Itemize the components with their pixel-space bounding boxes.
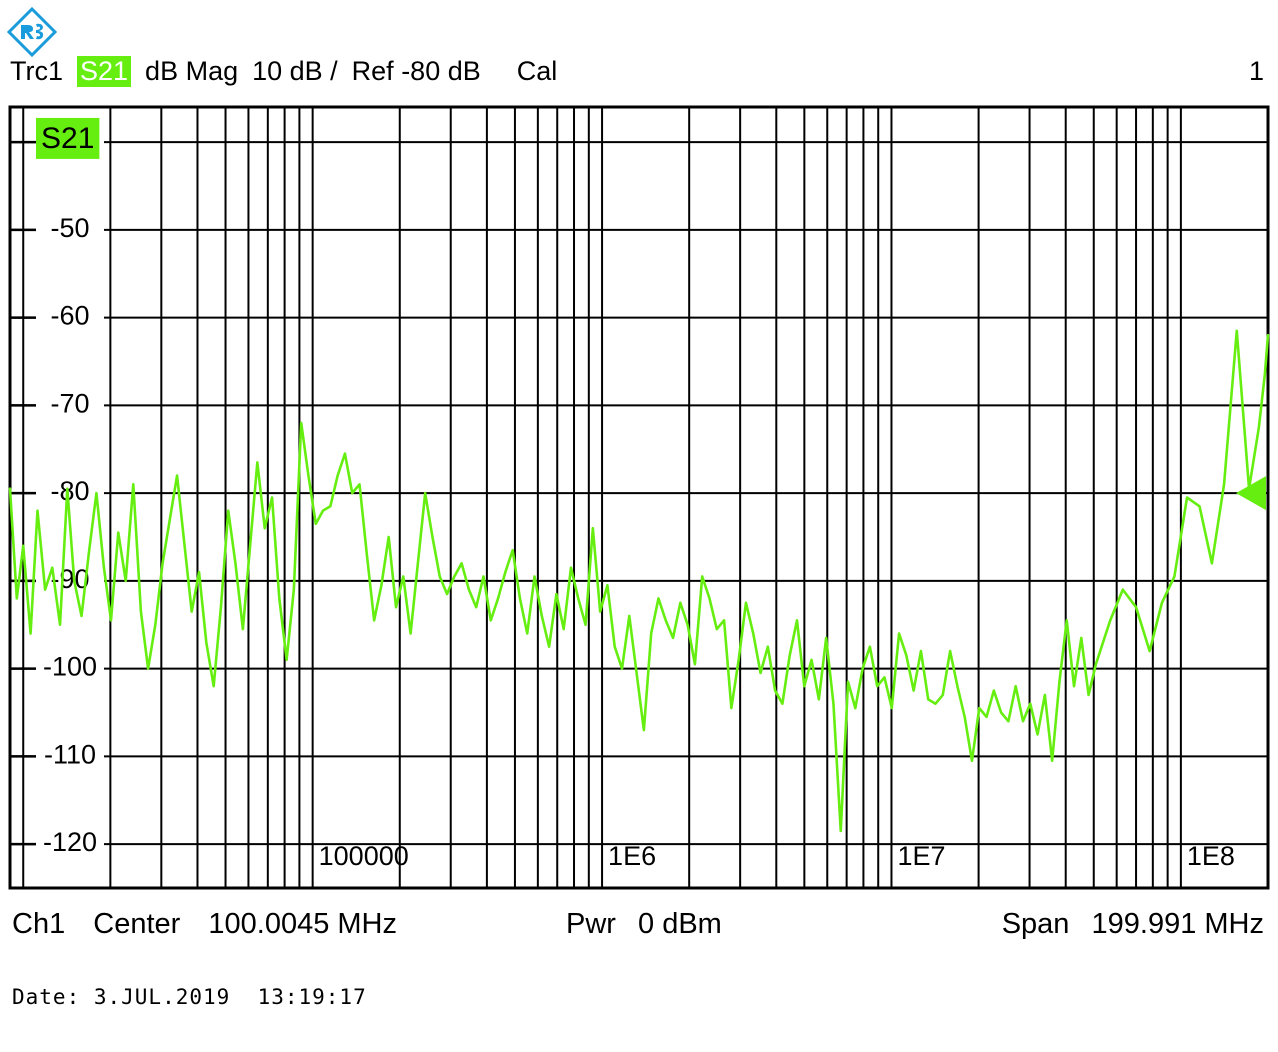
- power-value[interactable]: 0 dBm: [638, 908, 722, 940]
- y-tick-label: -90: [50, 564, 89, 594]
- horizontal-gridlines: [10, 140, 1268, 846]
- x-tick-label: 1E7: [897, 841, 945, 871]
- trace-s21[interactable]: [8, 329, 1270, 833]
- center-frequency-value[interactable]: 100.0045 MHz: [208, 908, 397, 940]
- trace-badge[interactable]: S21: [36, 117, 100, 159]
- y-tick-label: -100: [43, 652, 97, 682]
- y-tick-label: -110: [44, 739, 96, 769]
- s-parameter-plot[interactable]: -40-50-60-70-80-90-100-110-120 1000001E6…: [0, 100, 1278, 900]
- status-right-group: Span 199.991 MHz: [1002, 908, 1264, 941]
- status-bar: Ch1 Center 100.0045 MHz Pwr 0 dBm Span 1…: [0, 908, 1278, 952]
- trace-scale-label[interactable]: 10 dB /: [252, 55, 338, 86]
- status-left-group: Ch1 Center 100.0045 MHz: [12, 908, 397, 941]
- date-time-footer: Date: 3.JUL.2019 13:19:17: [12, 985, 367, 1009]
- vertical-gridlines: [22, 107, 1182, 888]
- status-center-group: Pwr 0 dBm: [566, 908, 722, 941]
- y-axis-tick-labels: -40-50-60-70-80-90-100-110-120: [36, 125, 104, 860]
- y-tick-label: -50: [50, 213, 89, 243]
- trace-header: Trc1 S21 dB Mag 10 dB / Ref -80 dB Cal: [10, 54, 557, 88]
- trace-badge-label: S21: [41, 122, 94, 155]
- center-label: Center: [93, 908, 181, 940]
- trace-format-label[interactable]: dB Mag: [145, 55, 239, 86]
- logo-diamond: [6, 6, 58, 58]
- span-label: Span: [1001, 908, 1070, 940]
- reference-level-marker[interactable]: [1236, 476, 1266, 511]
- x-tick-label: 1E6: [608, 841, 656, 871]
- trace-parameter-badge[interactable]: S21: [77, 55, 132, 87]
- channel-number-label: 1: [1248, 55, 1264, 86]
- rohde-schwarz-logo: [6, 6, 58, 58]
- x-tick-label: 100000: [319, 841, 409, 871]
- power-label: Pwr: [566, 908, 616, 940]
- trace-name-label[interactable]: Trc1: [10, 55, 63, 86]
- x-axis-tick-labels: 100000 1E6 1E7 1E8: [319, 841, 1235, 871]
- y-tick-label: -70: [50, 388, 89, 418]
- span-value[interactable]: 199.991 MHz: [1091, 908, 1265, 940]
- plot-border: [8, 105, 1270, 890]
- channel-label[interactable]: Ch1: [12, 908, 66, 940]
- cal-state-label[interactable]: Cal: [516, 55, 558, 86]
- y-tick-label: -80: [50, 476, 89, 506]
- y-tick-label: -120: [43, 827, 97, 857]
- trace-reference-label[interactable]: Ref -80 dB: [351, 55, 481, 86]
- y-tick-label: -60: [50, 301, 89, 331]
- x-tick-label: 1E8: [1187, 841, 1235, 871]
